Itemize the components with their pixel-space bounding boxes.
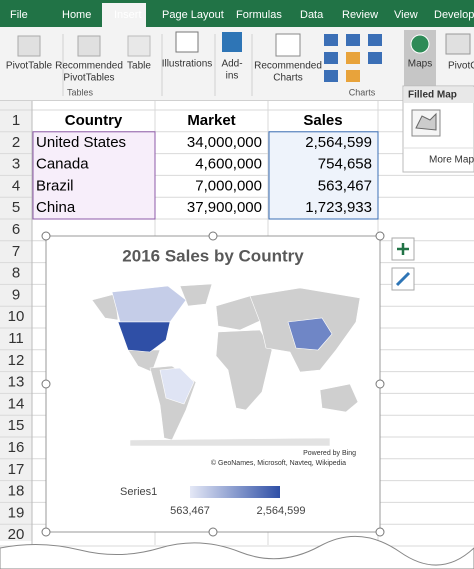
menu-title: Filled Map <box>408 90 457 101</box>
table-header: Market <box>187 112 235 129</box>
ribbon-label: Recommended <box>254 61 322 72</box>
menu-more[interactable]: More Map <box>429 155 474 166</box>
ribbon-tab[interactable]: Formulas <box>236 9 282 21</box>
legend-max: 2,564,599 <box>257 505 306 517</box>
ribbon-tab[interactable]: Home <box>62 9 91 21</box>
ribbon-tab[interactable]: Review <box>342 9 378 21</box>
table-icon[interactable] <box>127 35 151 57</box>
ribbon-tab[interactable]: View <box>394 9 418 21</box>
row-number: 6 <box>12 221 20 238</box>
table-cell[interactable]: China <box>36 199 76 216</box>
table-cell[interactable]: 754,658 <box>318 156 372 173</box>
ribbon-tab[interactable]: Insert <box>114 9 142 21</box>
table-header: Country <box>65 112 123 129</box>
ribbon-tab[interactable]: Page Layout <box>162 9 224 21</box>
ribbon-label: Maps <box>408 59 432 70</box>
row-number: 16 <box>8 439 25 456</box>
legend-gradient <box>190 486 280 498</box>
legend-series: Series1 <box>120 486 157 498</box>
ribbon-label: Recommended <box>55 61 123 72</box>
row-number: 17 <box>8 461 25 478</box>
row-number: 9 <box>12 286 20 303</box>
row-number: 7 <box>12 243 20 260</box>
ribbon-label: PivotTables <box>63 73 114 84</box>
ribbon-label: Illustrations <box>162 59 213 70</box>
row-number: 10 <box>8 308 25 325</box>
chart-area[interactable] <box>45 235 381 533</box>
table-cell[interactable]: 563,467 <box>318 177 372 194</box>
country-range <box>32 131 156 220</box>
map-credit: © GeoNames, Microsoft, Navteq, Wikipedia <box>211 459 346 467</box>
row-number: 8 <box>12 265 20 282</box>
ribbon-tab[interactable]: Develop <box>434 9 474 21</box>
row-number: 4 <box>12 177 20 194</box>
ribbon-label: PivotCh <box>448 61 474 72</box>
table-cell[interactable]: 34,000,000 <box>187 134 262 151</box>
row-number: 19 <box>8 504 25 521</box>
ribbon-label: Tables <box>67 87 94 97</box>
row-number: 12 <box>8 352 25 369</box>
row-number: 18 <box>8 483 25 500</box>
illustrations-icon[interactable] <box>175 31 199 53</box>
chart-title: 2016 Sales by Country <box>122 246 304 265</box>
rec-pivot-icon[interactable] <box>77 35 101 57</box>
country-region <box>159 367 195 405</box>
ribbon-label: ins <box>226 71 239 82</box>
pivot-icon[interactable] <box>17 35 41 57</box>
ribbon-label: Charts <box>349 87 376 97</box>
table-cell[interactable]: Canada <box>36 156 89 173</box>
table-cell[interactable]: 4,600,000 <box>195 156 262 173</box>
table-cell[interactable]: United States <box>36 134 126 151</box>
row-number: 20 <box>8 526 25 543</box>
active-tab[interactable] <box>102 3 146 27</box>
ribbon-label: Table <box>127 61 151 72</box>
ribbon-label: Add- <box>221 59 242 70</box>
country-region <box>287 317 333 351</box>
legend-min: 563,467 <box>170 505 210 517</box>
tab-bar <box>0 0 474 27</box>
table-cell[interactable]: 1,723,933 <box>305 199 372 216</box>
world-map <box>91 283 361 447</box>
row-number: 1 <box>12 112 20 129</box>
country-region <box>111 285 187 323</box>
row-number: 11 <box>8 330 24 347</box>
rec-charts-icon[interactable] <box>275 33 301 57</box>
pivotchart-icon[interactable] <box>445 33 471 55</box>
ribbon-tab[interactable]: Data <box>300 9 324 21</box>
row-number: 5 <box>12 199 20 216</box>
row-header-column <box>0 101 32 541</box>
chart-handles <box>41 231 385 537</box>
ribbon-label: PivotTable <box>6 61 53 72</box>
row-number: 3 <box>12 156 20 173</box>
row-number: 13 <box>8 374 25 391</box>
country-region <box>117 321 171 353</box>
row-number: 2 <box>12 134 20 151</box>
ribbon-tab[interactable]: File <box>10 9 28 21</box>
table-header: Sales <box>303 112 342 129</box>
table-cell[interactable]: 7,000,000 <box>195 177 262 194</box>
row-number: 14 <box>8 395 25 412</box>
ribbon-label: Charts <box>273 73 302 84</box>
table-cell[interactable]: Brazil <box>36 177 74 194</box>
addins-icon[interactable] <box>222 32 242 52</box>
table-cell[interactable]: 37,900,000 <box>187 199 262 216</box>
sales-range <box>268 131 379 220</box>
torn-edge <box>0 535 474 569</box>
map-credit: Powered by Bing <box>303 450 356 457</box>
row-number: 15 <box>8 417 25 434</box>
table-cell[interactable]: 2,564,599 <box>305 134 372 151</box>
